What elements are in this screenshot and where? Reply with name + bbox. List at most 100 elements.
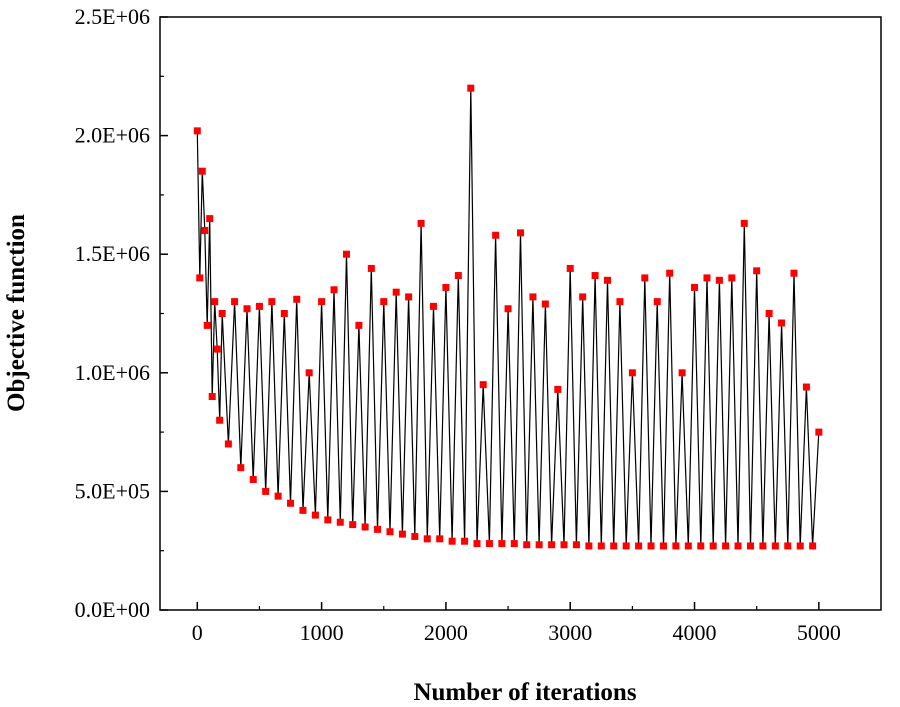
x-tick-label: 1000 (300, 620, 344, 645)
data-point (604, 276, 612, 284)
data-point (635, 542, 643, 550)
data-point (479, 381, 487, 389)
data-point (535, 541, 543, 549)
x-tick-label: 0 (192, 620, 203, 645)
data-point (678, 369, 686, 377)
data-point (597, 542, 605, 550)
data-point (201, 226, 209, 234)
plot-frame (159, 16, 882, 611)
data-point (784, 542, 792, 550)
series-lines (196, 88, 820, 547)
data-point (560, 541, 568, 549)
data-point (722, 542, 730, 550)
data-point (196, 274, 204, 282)
data-point (203, 321, 211, 329)
y-tick-label: 2.5E+06 (75, 4, 150, 29)
y-tick-label: 5.0E+05 (75, 478, 150, 503)
data-point (429, 302, 437, 310)
data-point (529, 293, 537, 301)
series-markers (193, 84, 823, 550)
data-point (504, 305, 512, 313)
data-point (436, 535, 444, 543)
data-point (305, 369, 313, 377)
data-point (510, 540, 518, 548)
data-point (771, 542, 779, 550)
data-point (330, 286, 338, 294)
data-point (255, 302, 263, 310)
y-axis: 0.0E+00 5.0E+05 1.0E+06 1.5E+06 2.0E+06 2.5E+… (75, 4, 168, 622)
data-point (628, 369, 636, 377)
data-point (193, 127, 201, 135)
y-tick-label: 1.5E+06 (75, 241, 150, 266)
data-point (231, 298, 239, 306)
data-point (653, 298, 661, 306)
data-point (454, 272, 462, 280)
data-point (411, 532, 419, 540)
data-point (523, 541, 531, 549)
data-point (591, 272, 599, 280)
data-point (287, 499, 295, 507)
data-point (311, 511, 319, 519)
data-point (622, 542, 630, 550)
data-point (709, 542, 717, 550)
data-point (796, 542, 804, 550)
y-axis-title: Objective function (3, 214, 30, 412)
data-point (392, 288, 400, 296)
data-point (566, 264, 574, 272)
data-point (318, 298, 326, 306)
data-point (684, 542, 692, 550)
data-point (541, 300, 549, 308)
data-point (211, 298, 219, 306)
data-point (417, 219, 425, 227)
data-point (765, 310, 773, 317)
x-tick-label: 2000 (424, 620, 468, 645)
data-point (809, 542, 817, 550)
data-point (740, 219, 748, 227)
data-point (715, 276, 723, 284)
data-point (672, 542, 680, 550)
data-point (405, 293, 413, 301)
data-point (206, 215, 214, 223)
data-point (746, 542, 754, 550)
data-point (790, 269, 798, 277)
data-point (361, 523, 369, 531)
data-point (349, 521, 357, 529)
data-point (216, 416, 224, 424)
data-point (498, 540, 506, 548)
data-point (616, 298, 624, 306)
data-point (647, 542, 655, 550)
data-point (728, 274, 736, 282)
data-point (697, 542, 705, 550)
data-point (249, 476, 257, 484)
data-point (374, 525, 382, 533)
data-point (213, 345, 221, 353)
y-tick-label: 1.0E+06 (75, 360, 150, 385)
data-point (324, 516, 332, 524)
series-line (196, 88, 820, 547)
x-axis: 0 1000 2000 3000 4000 5000 (192, 602, 841, 645)
data-point (492, 231, 500, 239)
data-point (367, 264, 375, 272)
data-point (734, 542, 742, 550)
x-tick-label: 4000 (673, 620, 717, 645)
data-point (224, 440, 232, 448)
data-point (691, 283, 699, 291)
data-point (572, 541, 580, 549)
data-point (243, 305, 251, 313)
data-point (802, 383, 810, 391)
data-point (380, 298, 388, 306)
x-tick-label: 5000 (797, 620, 841, 645)
data-point (473, 540, 481, 548)
data-point (703, 274, 711, 282)
data-point (467, 84, 475, 92)
data-point (610, 542, 618, 550)
y-tick-label: 2.0E+06 (75, 123, 150, 148)
data-point (299, 506, 307, 514)
data-point (641, 274, 649, 282)
data-point (759, 542, 767, 550)
data-point (198, 167, 206, 175)
data-point (218, 310, 226, 317)
data-point (517, 229, 524, 237)
data-point (336, 518, 344, 526)
